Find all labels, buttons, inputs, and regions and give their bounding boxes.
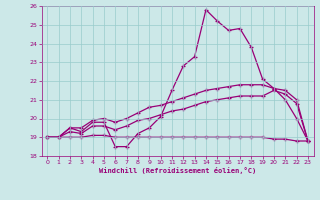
X-axis label: Windchill (Refroidissement éolien,°C): Windchill (Refroidissement éolien,°C) [99, 167, 256, 174]
